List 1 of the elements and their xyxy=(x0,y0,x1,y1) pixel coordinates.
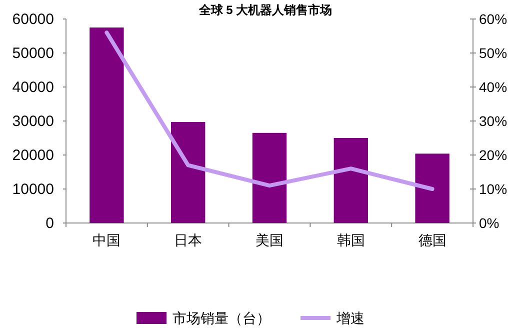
title: 全球 5 大机器人销售市场 xyxy=(198,3,332,17)
